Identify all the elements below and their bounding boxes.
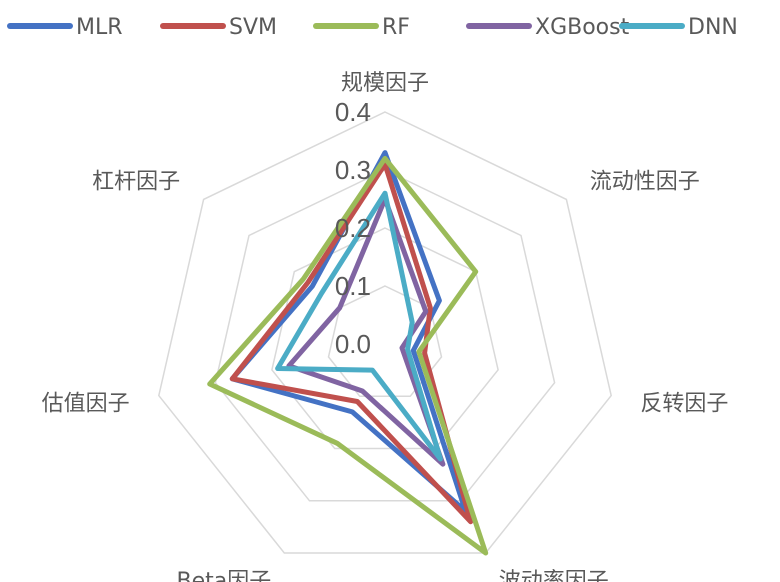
- axis-label-5: 估值因子: [42, 391, 130, 416]
- series-line-mlr: [229, 150, 468, 514]
- radar-grid: [157, 111, 613, 554]
- grid-ring-4: [157, 111, 613, 554]
- legend-item-svm: SVM: [160, 15, 277, 40]
- axis-label-4: Beta因子: [177, 569, 272, 582]
- tick-label-1: 0.1: [335, 271, 371, 301]
- radial-ticks: 0.0 0.1 0.2 0.3 0.4: [335, 97, 371, 359]
- legend-label-svm: SVM: [229, 15, 277, 40]
- legend-item-dnn: DNN: [619, 15, 738, 40]
- series-line-rf: [207, 155, 489, 556]
- tick-label-0: 0.0: [335, 329, 371, 359]
- radar-series: [207, 150, 489, 556]
- grid-ring-3: [214, 169, 556, 502]
- axis-label-0: 规模因子: [341, 71, 429, 96]
- legend-item-mlr: MLR: [7, 15, 123, 40]
- tick-label-3: 0.3: [335, 155, 371, 185]
- legend-label-mlr: MLR: [76, 15, 123, 40]
- legend-item-rf: RF: [313, 15, 410, 40]
- legend-item-xgboost: XGBoost: [466, 15, 630, 40]
- legend-label-xgboost: XGBoost: [535, 15, 630, 40]
- axis-label-3: 波动率因子: [499, 569, 609, 582]
- axis-label-2: 反转因子: [640, 391, 728, 416]
- series-line-xgboost: [286, 196, 446, 467]
- legend-label-dnn: DNN: [688, 15, 738, 40]
- tick-label-2: 0.2: [335, 213, 371, 243]
- axis-label-6: 杠杆因子: [92, 170, 180, 195]
- grid-ring-2: [271, 227, 499, 450]
- series-line-svm: [229, 161, 474, 525]
- series-line-dnn: [275, 190, 443, 462]
- legend-label-rf: RF: [382, 15, 410, 40]
- axis-label-1: 流动性因子: [590, 170, 700, 195]
- tick-label-4: 0.4: [335, 97, 371, 127]
- legend: MLR SVM RF XGBoost DNN: [7, 15, 738, 40]
